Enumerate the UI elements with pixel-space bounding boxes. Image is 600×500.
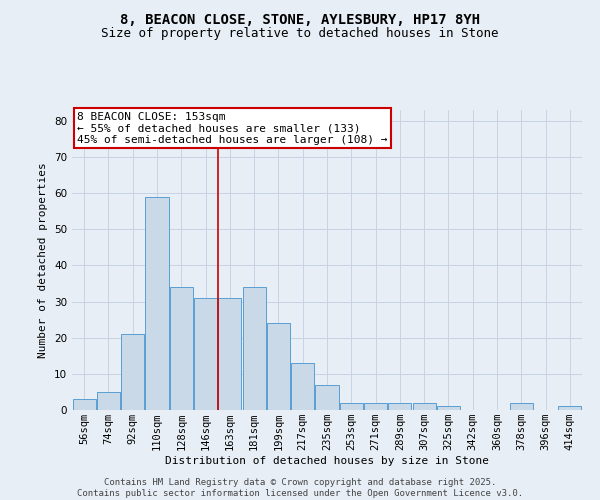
Text: Size of property relative to detached houses in Stone: Size of property relative to detached ho… [101, 28, 499, 40]
Bar [121, 334, 144, 410]
X-axis label: Distribution of detached houses by size in Stone: Distribution of detached houses by size … [165, 456, 489, 466]
Y-axis label: Number of detached properties: Number of detached properties [38, 162, 49, 358]
Bar [73, 399, 95, 410]
Bar [242, 287, 266, 410]
Bar [170, 287, 193, 410]
Bar [97, 392, 120, 410]
Bar [291, 363, 314, 410]
Bar [559, 406, 581, 410]
Bar [267, 324, 290, 410]
Text: Contains HM Land Registry data © Crown copyright and database right 2025.
Contai: Contains HM Land Registry data © Crown c… [77, 478, 523, 498]
Text: 8, BEACON CLOSE, STONE, AYLESBURY, HP17 8YH: 8, BEACON CLOSE, STONE, AYLESBURY, HP17 … [120, 12, 480, 26]
Bar [413, 403, 436, 410]
Bar [388, 403, 412, 410]
Bar [145, 196, 169, 410]
Bar [194, 298, 217, 410]
Bar [316, 384, 338, 410]
Text: 8 BEACON CLOSE: 153sqm
← 55% of detached houses are smaller (133)
45% of semi-de: 8 BEACON CLOSE: 153sqm ← 55% of detached… [77, 112, 388, 144]
Bar [218, 298, 241, 410]
Bar [340, 403, 363, 410]
Bar [437, 406, 460, 410]
Bar [364, 403, 387, 410]
Bar [510, 403, 533, 410]
